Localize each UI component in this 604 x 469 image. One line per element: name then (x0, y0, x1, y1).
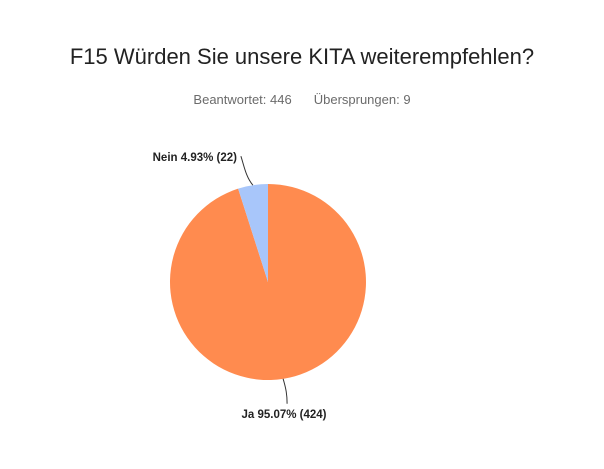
pie-labels: Ja 95.07% (424) Nein 4.93% (22) (153, 152, 327, 421)
response-stats: Beantwortet: 446 Übersprungen: 9 (0, 92, 604, 107)
skipped-count: Übersprungen: 9 (313, 92, 411, 107)
answered-count: Beantwortet: 446 (193, 92, 292, 107)
slice-label-nein: Nein 4.93% (22) (153, 152, 238, 164)
label-leader-lines (240, 156, 288, 404)
leader-line-ja (282, 378, 288, 404)
slice-label-ja: Ja 95.07% (424) (241, 409, 326, 421)
pie-slice-nein (238, 184, 268, 282)
leader-line-nein (240, 156, 254, 186)
pie-slices (169, 184, 366, 380)
pie-slice-ja (169, 184, 366, 380)
chart-title: F15 Würden Sie unsere KITA weiterempfehl… (69, 44, 535, 69)
